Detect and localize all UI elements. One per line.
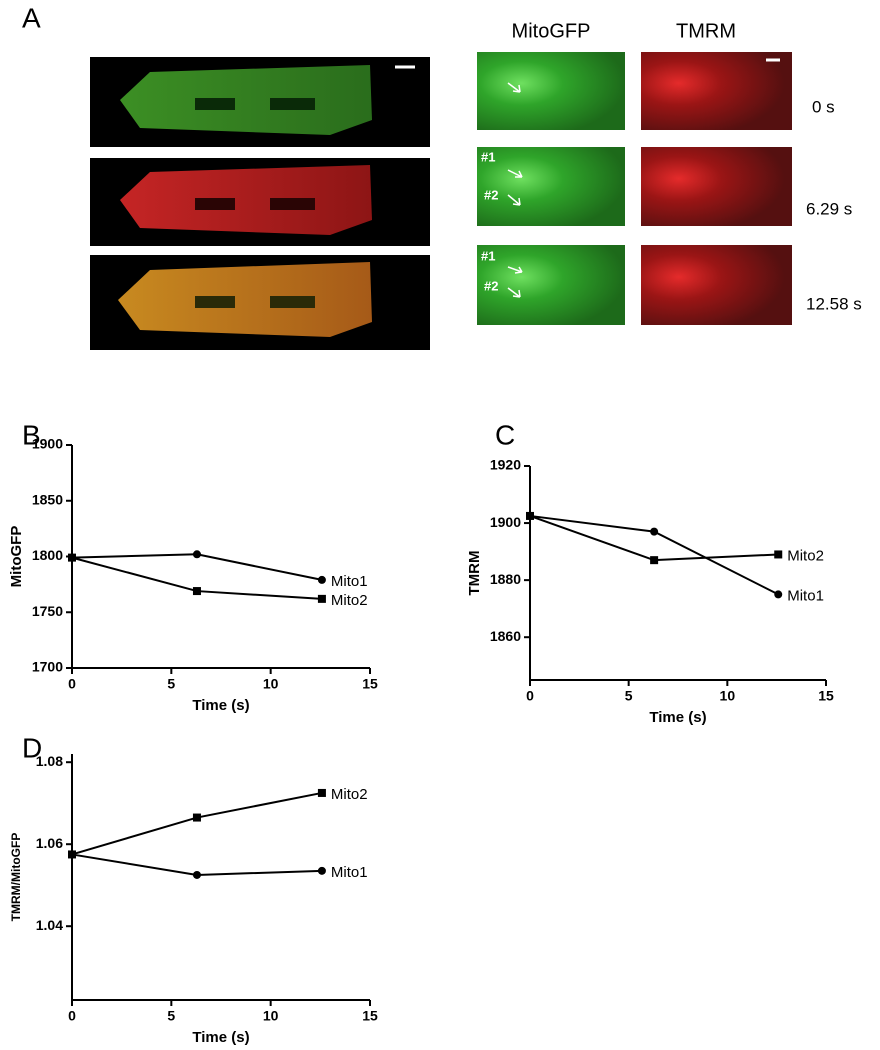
panel-label: C: [495, 419, 515, 450]
x-tick-label: 0: [68, 676, 76, 692]
y-tick-label: 1.06: [36, 835, 63, 851]
panel-a-images: [90, 52, 792, 350]
data-point: [317, 594, 326, 603]
mito-marker: #1: [481, 248, 495, 263]
data-point: [526, 511, 534, 520]
x-tick-label: 0: [526, 688, 534, 704]
x-axis-title: Time (s): [192, 1029, 249, 1046]
series-line: [529, 514, 779, 562]
mito-marker: #1: [481, 149, 495, 164]
time-label: 6.29 s: [806, 199, 852, 218]
mito-marker: #2: [484, 278, 498, 293]
series-label: Mito1: [787, 587, 824, 604]
y-tick-label: 1850: [32, 491, 63, 507]
data-point: [774, 590, 783, 599]
data-point: [317, 866, 326, 875]
data-point: [192, 813, 201, 822]
data-point: [317, 575, 326, 584]
x-tick-label: 5: [167, 676, 175, 692]
y-tick-label: 1800: [32, 547, 63, 563]
series-label: Mito2: [331, 786, 368, 803]
panel-label: A: [22, 2, 41, 33]
y-tick-label: 1750: [32, 603, 63, 619]
column-header: MitoGFP: [512, 20, 591, 42]
x-axis-title: Time (s): [649, 709, 706, 726]
y-tick-label: 1.08: [36, 753, 63, 769]
y-tick-label: 1860: [490, 628, 521, 644]
x-tick-label: 5: [625, 688, 633, 704]
y-tick-label: 1700: [32, 659, 63, 675]
y-tick-label: 1900: [490, 514, 521, 530]
panel-label: D: [22, 732, 42, 763]
x-tick-label: 10: [263, 676, 279, 692]
y-tick-label: 1920: [490, 457, 521, 473]
data-point: [68, 553, 76, 562]
series-line: [71, 791, 323, 856]
data-point: [650, 556, 659, 565]
y-axis-title: TMRM: [466, 551, 483, 596]
series-label: Mito1: [331, 864, 368, 881]
data-point: [192, 550, 201, 559]
data-point: [192, 587, 201, 596]
x-tick-label: 10: [720, 688, 736, 704]
series-label: Mito1: [331, 573, 368, 590]
x-tick-label: 5: [167, 1008, 175, 1024]
data-point: [650, 527, 659, 536]
time-label: 12.58 s: [806, 294, 862, 313]
y-axis-title: TMRM/MitoGFP: [9, 833, 23, 922]
data-point: [68, 850, 76, 859]
y-tick-label: 1880: [490, 571, 521, 587]
x-axis-title: Time (s): [192, 697, 249, 714]
series-label: Mito2: [787, 547, 824, 564]
data-point: [317, 788, 326, 797]
x-tick-label: 15: [362, 1008, 378, 1024]
mito-marker: #2: [484, 187, 498, 202]
column-header: TMRM: [676, 20, 736, 42]
x-tick-label: 15: [818, 688, 834, 704]
data-point: [192, 870, 201, 879]
y-tick-label: 1900: [32, 436, 63, 452]
series-label: Mito2: [331, 592, 368, 609]
time-label: 0 s: [812, 97, 835, 116]
x-tick-label: 15: [362, 676, 378, 692]
data-point: [774, 550, 783, 559]
x-tick-label: 0: [68, 1008, 76, 1024]
panel-label: B: [22, 419, 41, 450]
y-axis-title: MitoGFP: [8, 526, 25, 588]
x-tick-label: 10: [263, 1008, 279, 1024]
y-tick-label: 1.04: [36, 917, 63, 933]
